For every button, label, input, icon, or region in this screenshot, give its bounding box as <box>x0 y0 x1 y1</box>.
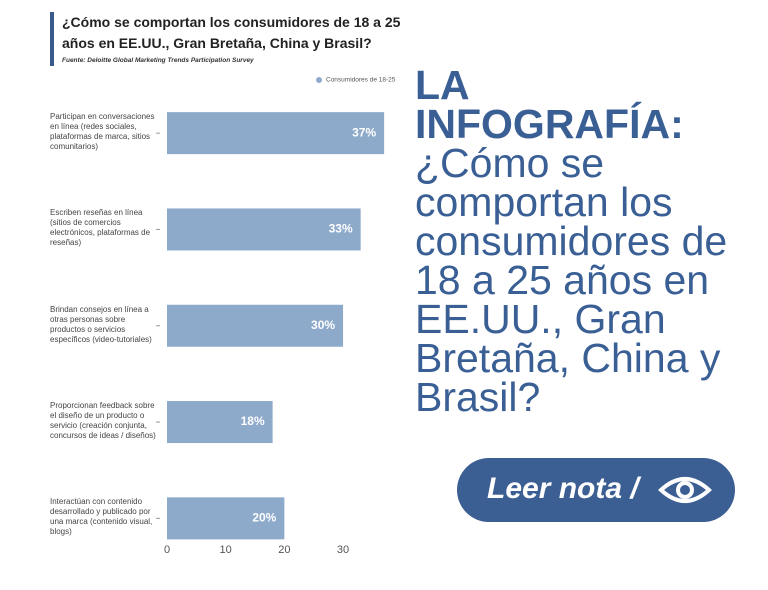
chart: 0 10 20 30 Consumidores de 18-25 37% 33% 30% 18%… <box>156 77 396 556</box>
chart-title: ¿Cómo se comportan los consumidores de 1… <box>62 14 401 51</box>
x-tick-label: 0 <box>164 544 170 556</box>
headline-label: LA INFOGRAFÍA: <box>415 62 684 147</box>
read-button[interactable]: Leer nota / <box>457 458 735 522</box>
data-label: 20% <box>252 511 276 525</box>
x-tick-label: 30 <box>337 544 349 556</box>
data-label: 37% <box>352 125 376 139</box>
eye-outline <box>658 477 712 503</box>
bar <box>167 208 361 251</box>
data-label: 30% <box>311 318 335 332</box>
bar <box>167 112 385 155</box>
category-label: Proporcionan feedback sobre el diseño de… <box>50 401 156 441</box>
bar <box>167 497 285 540</box>
data-label: 18% <box>241 414 265 428</box>
category-label: Brindan consejos en línea a otras person… <box>50 304 152 344</box>
legend-marker <box>316 77 322 83</box>
bar <box>167 401 273 444</box>
headline: LA INFOGRAFÍA: ¿Cómo se comportan los con… <box>415 62 760 420</box>
bar <box>167 304 344 347</box>
x-tick-label: 20 <box>278 544 290 556</box>
eye-pupil <box>676 481 694 499</box>
title-accent <box>50 12 54 66</box>
x-tick-label: 10 <box>220 544 232 556</box>
category-label: Participan en conversaciones en línea (r… <box>50 112 155 152</box>
chart-source: Fuente: Deloitte Global Marketing Trends… <box>62 57 254 64</box>
category-label: Escriben reseñas en línea (sitios de com… <box>50 208 151 248</box>
button-label: Leer nota / <box>487 472 639 505</box>
headline-text: ¿Cómo se comportan los consumidores de 1… <box>415 140 728 420</box>
data-label: 33% <box>329 222 353 236</box>
legend-label: Consumidores de 18-25 <box>326 77 396 84</box>
category-label: Interactúan con contenido desarrollado y… <box>50 497 153 537</box>
eye-icon <box>658 477 712 503</box>
